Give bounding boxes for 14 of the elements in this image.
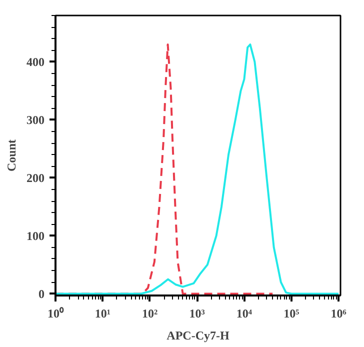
- y-tick-label: 100: [26, 228, 44, 243]
- x-tick-label: 10⁵: [284, 306, 300, 320]
- x-tick-label: 10⁴: [236, 306, 252, 320]
- y-axis-title: Count: [4, 139, 18, 172]
- x-tick-label: 10²: [142, 306, 158, 320]
- x-tick-label: 10¹: [94, 306, 111, 320]
- y-tick-label: 200: [26, 170, 44, 185]
- x-tick-label: 10³: [189, 306, 206, 320]
- y-tick-label: 400: [26, 54, 44, 69]
- y-tick-label: 0: [38, 286, 44, 301]
- x-axis-title: APC-Cy7-H: [166, 328, 230, 342]
- x-tick-label: 10⁰: [48, 306, 64, 320]
- x-tick-label: 10⁶: [330, 306, 347, 320]
- y-tick-label: 300: [26, 112, 44, 127]
